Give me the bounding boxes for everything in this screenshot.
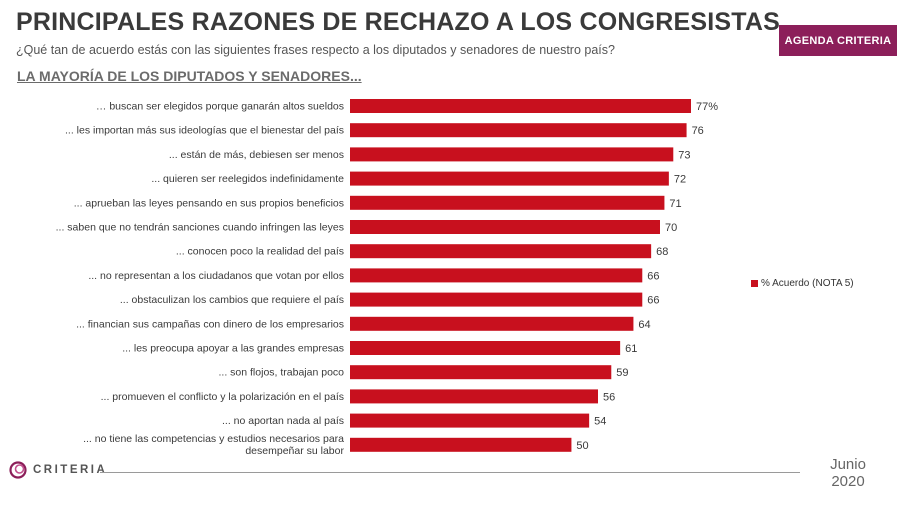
chart-subtitle: ¿Qué tan de acuerdo estás con las siguie… [16,43,615,57]
category-label: ... obstaculizan los cambios que requier… [120,294,344,306]
category-label: ... quieren ser reelegidos indefinidamen… [151,173,344,185]
category-label: ... financian sus campañas con dinero de… [76,318,344,330]
section-heading: LA MAYORÍA DE LOS DIPUTADOS Y SENADORES.… [17,68,362,84]
category-label: ... no representan a los ciudadanos que … [88,270,344,282]
legend-swatch [751,280,758,287]
value-label: 76 [692,125,704,137]
agenda-criteria-badge: AGENDA CRITERIA [779,25,897,56]
category-label: ... no aportan nada al país [222,415,344,427]
value-label: 66 [647,295,659,307]
category-label: ... les importan más sus ideologías que … [65,125,344,137]
value-label: 59 [616,367,628,379]
bar [350,365,612,380]
report-date: Junio 2020 [818,456,878,490]
value-label: 71 [669,198,681,210]
value-label: 70 [665,222,677,234]
category-label: ... son flojos, trabajan poco [219,367,345,379]
bar [350,195,665,210]
bar [350,292,643,307]
footer-divider [100,472,800,473]
value-label: 61 [625,343,637,355]
value-label: 72 [674,174,686,186]
category-label: … buscan ser elegidos porque ganarán alt… [96,101,344,113]
category-label: ... aprueban las leyes pensando en sus p… [74,197,344,209]
bar [350,389,598,404]
date-month: Junio [830,456,866,473]
value-label: 66 [647,270,659,282]
bar [350,99,691,113]
bar [350,147,674,162]
criteria-logo: CRITERIA [8,460,107,480]
value-label: 77% [696,101,718,113]
value-label: 64 [638,319,650,331]
category-label: ... saben que no tendrán sanciones cuand… [56,222,344,234]
legend-label: % Acuerdo (NOTA 5) [761,278,854,289]
value-label: 56 [603,391,615,403]
bar [350,316,634,331]
bar [350,220,660,234]
bar [350,244,652,259]
bar [350,171,669,186]
category-label: ... están de más, debiesen ser menos [169,149,344,161]
chart-title: PRINCIPALES RAZONES DE RECHAZO A LOS CON… [16,8,781,36]
bar [350,437,572,452]
bar [350,123,687,138]
chart-legend: % Acuerdo (NOTA 5) [751,278,854,289]
bar [350,268,643,283]
category-label: ... no tiene las competencias y estudios… [83,433,344,457]
category-label: ... promueven el conflicto y la polariza… [101,391,344,403]
criteria-logo-icon [9,461,27,479]
category-label: ... les preocupa apoyar a las grandes em… [122,343,344,355]
value-label: 50 [576,440,588,452]
category-label: ... conocen poco la realidad del país [176,246,344,258]
value-label: 54 [594,416,606,428]
logo-text: CRITERIA [33,464,108,476]
date-year: 2020 [831,473,865,490]
bar [350,341,621,355]
value-label: 68 [656,246,668,258]
value-label: 73 [678,149,690,161]
bar [350,413,590,428]
